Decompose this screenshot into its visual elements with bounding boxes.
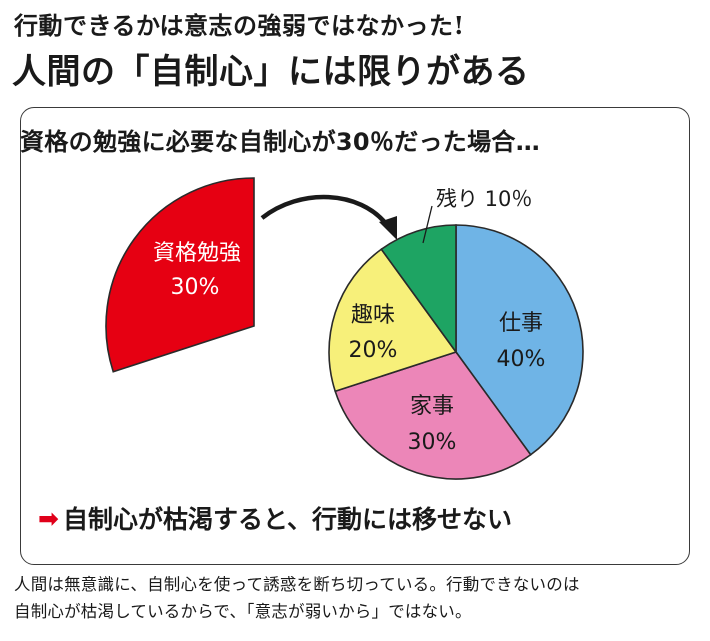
pie-slice (380, 224, 457, 355)
flow-arrowhead (379, 216, 397, 240)
flow-arrow (260, 194, 389, 227)
slice-label: 残り 10％ (436, 187, 532, 211)
pie-slices (328, 224, 584, 480)
slice-value-label: 30% (408, 430, 457, 455)
slice-label: 仕事 (499, 311, 543, 336)
callout-line (422, 205, 433, 244)
removed-slice-group: 資格勉強 30% (105, 177, 255, 373)
slice-value-label: 40% (497, 347, 546, 372)
slice-value-label: 20% (349, 338, 398, 363)
pie-slice (455, 224, 584, 456)
removed-slice (105, 177, 255, 373)
pie-slice (328, 248, 458, 393)
slice-label: 家事 (410, 394, 454, 419)
subtitle: 行動できるかは意志の強弱ではなかった! (14, 11, 465, 40)
arrow-right-icon: ➡ (38, 503, 59, 533)
conclusion: ➡ 自制心が枯渇すると、行動には移せない (38, 500, 512, 536)
page-title: 人間の「自制心」には限りがある (12, 52, 530, 92)
footnote-line-1: 人間は無意識に、自制心を使って誘惑を断ち切っている。行動できないのは (14, 575, 580, 594)
panel-heading: 資格の勉強に必要な自制心が30％だった場合… (20, 128, 540, 156)
slice-label: 趣味 (351, 303, 395, 328)
conclusion-text: 自制心が枯渇すると、行動には移せない (62, 505, 512, 534)
removed-slice-value: 30% (171, 275, 220, 300)
pie-slice (334, 351, 532, 480)
footnote: 人間は無意識に、自制心を使って誘惑を断ち切っている。行動できないのは 自制心が枯… (14, 571, 704, 625)
pie-labels: 仕事 40% 家事 30% 趣味 20% 残り 10％ (349, 187, 546, 455)
removed-slice-label: 資格勉強 (153, 241, 241, 266)
footnote-line-2: 自制心が枯渇しているからで、「意志が弱いから」ではない。 (14, 602, 472, 621)
